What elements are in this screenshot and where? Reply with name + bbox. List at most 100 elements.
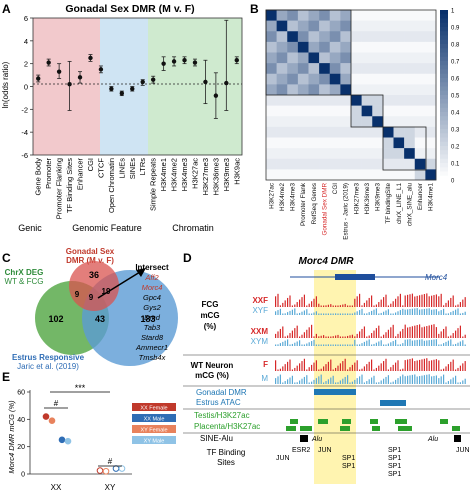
methylation-bar bbox=[447, 336, 449, 338]
heatmap-cell bbox=[276, 95, 288, 106]
count-estrus-only: 183 bbox=[140, 314, 155, 324]
heatmap-cell bbox=[351, 31, 362, 43]
h3k27ac-peak bbox=[286, 426, 296, 431]
methylation-bar bbox=[399, 293, 401, 307]
tf-site: JUN bbox=[456, 447, 470, 454]
methylation-bar bbox=[411, 358, 413, 371]
panel-a-points bbox=[36, 19, 239, 119]
methylation-bar bbox=[301, 334, 303, 338]
colorbar-step bbox=[440, 27, 448, 32]
methylation-bar bbox=[332, 369, 334, 371]
methylation-bar bbox=[351, 305, 353, 307]
heatmap-cell bbox=[414, 95, 426, 106]
heatmap-cell bbox=[308, 63, 320, 75]
legend-swatch bbox=[132, 414, 176, 422]
heatmap-cell bbox=[329, 73, 341, 85]
methylation-bar bbox=[416, 308, 418, 315]
methylation-bar bbox=[373, 330, 375, 338]
methylation-bar bbox=[335, 382, 337, 384]
methylation-bar bbox=[459, 313, 461, 315]
heatmap-cell bbox=[404, 137, 416, 149]
heatmap-cell bbox=[287, 116, 299, 128]
heatmap-cell bbox=[319, 169, 331, 181]
methylation-bar bbox=[320, 374, 322, 384]
heatmap-cell bbox=[329, 148, 341, 160]
heatmap-cell bbox=[372, 31, 384, 43]
heatmap-labels: H3K27ac H3K4me2 H3K4me3 Promoter Flank RefSe… bbox=[268, 182, 434, 240]
heatmap-cell bbox=[319, 20, 331, 32]
methylation-bar bbox=[409, 326, 411, 338]
colorbar-tick: 0.5 bbox=[451, 94, 460, 100]
heatmap-cell bbox=[308, 95, 320, 106]
heatmap-cell bbox=[276, 41, 288, 53]
methylation-bar bbox=[387, 329, 389, 338]
heatmap-col-label: H3K36me3 bbox=[364, 183, 371, 215]
data-point bbox=[67, 82, 72, 87]
methylation-bar bbox=[279, 343, 281, 346]
methylation-bar bbox=[455, 369, 457, 371]
methylation-bar bbox=[327, 379, 329, 384]
heatmap-cell bbox=[414, 52, 426, 64]
methylation-bar bbox=[423, 375, 425, 384]
heatmap-cell bbox=[266, 148, 277, 160]
methylation-bar bbox=[452, 333, 454, 338]
heatmap-cell bbox=[393, 105, 405, 117]
methylation-bar bbox=[402, 368, 404, 371]
heatmap-cell bbox=[414, 148, 426, 160]
tf-site: ESR2 bbox=[292, 447, 310, 454]
heatmap-cell bbox=[425, 52, 437, 64]
methylation-bar bbox=[447, 300, 449, 307]
a-ytick-label: -2 bbox=[21, 105, 28, 114]
annot-gonadal-dmr: Gonadal DMR bbox=[196, 388, 247, 397]
methylation-bar bbox=[440, 293, 442, 307]
methylation-bar bbox=[363, 313, 365, 315]
h3k27ac-peak bbox=[300, 426, 312, 431]
e-data-point bbox=[58, 436, 66, 444]
cluster-box-3 bbox=[382, 126, 427, 171]
heatmap-cell bbox=[361, 73, 373, 85]
methylation-bar bbox=[407, 309, 409, 315]
data-point bbox=[234, 58, 239, 63]
methylation-bar bbox=[373, 375, 375, 384]
methylation-bar bbox=[404, 309, 406, 315]
methylation-bar bbox=[347, 375, 349, 384]
heatmap-cell bbox=[404, 95, 416, 106]
methylation-bar bbox=[440, 310, 442, 315]
data-point bbox=[77, 75, 83, 80]
methylation-bar bbox=[419, 324, 421, 338]
heatmap-cell bbox=[414, 158, 426, 170]
a-ytick-label: 0 bbox=[24, 83, 28, 92]
heatmap-cell bbox=[404, 52, 416, 64]
colorbar-tick: 0.4 bbox=[451, 111, 460, 117]
heatmap-cell bbox=[287, 169, 299, 181]
heatmap-cell bbox=[361, 137, 373, 149]
methylation-bar bbox=[385, 294, 387, 307]
methylation-bar bbox=[359, 376, 361, 384]
methylation-bar bbox=[323, 335, 325, 338]
heatmap-cell bbox=[297, 95, 309, 106]
methylation-bar bbox=[323, 366, 325, 371]
methylation-bar bbox=[373, 369, 375, 371]
heatmap-cell bbox=[329, 105, 341, 117]
heatmap-col-label: Estrus - Jaric (2019) bbox=[343, 183, 350, 240]
wt-label-2: mCG (%) bbox=[195, 371, 229, 380]
methylation-bar bbox=[440, 376, 442, 384]
methylation-bar bbox=[443, 305, 445, 307]
heatmap-cell bbox=[372, 148, 384, 160]
methylation-bar bbox=[402, 308, 404, 315]
methylation-bar bbox=[404, 295, 406, 307]
colorbar-tick: 0.2 bbox=[451, 145, 460, 151]
group-label-chromatin: Chromatin bbox=[172, 223, 214, 233]
methylation-bar bbox=[356, 311, 358, 315]
methylation-bar bbox=[443, 343, 445, 346]
methylation-bar bbox=[445, 382, 447, 384]
data-point bbox=[171, 59, 177, 64]
count-chrx-estrus: 43 bbox=[95, 314, 105, 324]
heatmap-cell bbox=[382, 52, 394, 64]
methylation-bar bbox=[368, 361, 370, 371]
intersect-gene: Gpc4 bbox=[143, 293, 161, 302]
methylation-bar bbox=[342, 304, 344, 307]
heatmap-cell bbox=[393, 137, 405, 149]
heatmap-cell bbox=[340, 31, 352, 43]
h3k27ac-peak bbox=[372, 426, 380, 431]
